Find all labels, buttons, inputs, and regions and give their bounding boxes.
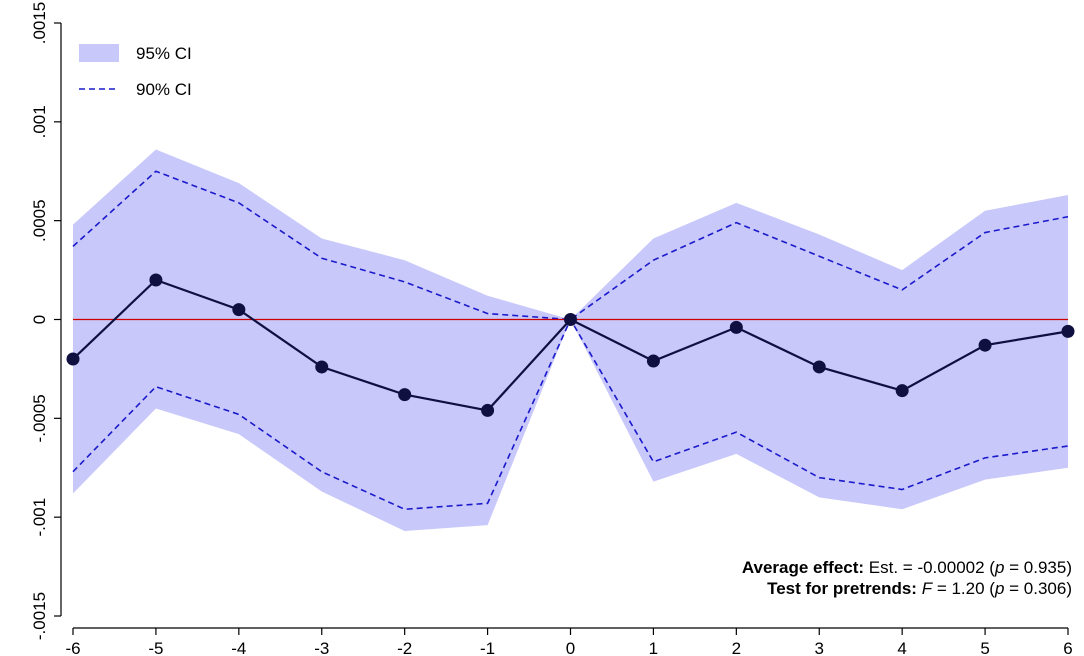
y-tick-label: -.0005 xyxy=(30,394,49,442)
pretrend-f-symbol: F xyxy=(922,579,934,598)
y-tick-label: -.001 xyxy=(30,498,49,537)
average-effect-annotation: Average effect: Est. = -0.00002 (p = 0.9… xyxy=(742,558,1072,577)
estimate-point xyxy=(978,338,992,352)
legend: 95% CI 90% CI xyxy=(79,44,192,99)
y-tick-label: 0 xyxy=(30,315,49,324)
average-effect-est: Est. = -0.00002 ( xyxy=(864,558,995,577)
estimate-point xyxy=(66,352,80,366)
pretrend-p-symbol: p xyxy=(994,579,1004,598)
legend-swatch-ci95 xyxy=(79,44,119,62)
x-tick-label: -4 xyxy=(231,639,246,656)
legend-label-ci90: 90% CI xyxy=(136,80,192,99)
average-effect-label: Average effect: xyxy=(742,558,864,577)
x-tick-label: -1 xyxy=(480,639,495,656)
x-tick-label: 2 xyxy=(732,639,741,656)
average-effect-p-value: = 0.935) xyxy=(1004,558,1072,577)
y-tick-label: .0015 xyxy=(30,2,49,45)
estimate-point xyxy=(729,320,743,334)
y-tick-label: .0005 xyxy=(30,199,49,242)
pretrend-f-value: = 1.20 ( xyxy=(932,579,995,598)
x-tick-label: 0 xyxy=(566,639,575,656)
x-tick-label: -3 xyxy=(314,639,329,656)
ci90-upper-line xyxy=(72,170,1069,321)
estimate-point xyxy=(812,360,826,374)
estimate-point xyxy=(564,313,577,326)
x-tick-label: 1 xyxy=(649,639,658,656)
pretrend-test-annotation: Test for pretrends: F = 1.20 (p = 0.306) xyxy=(767,579,1072,598)
x-tick-label: -2 xyxy=(397,639,412,656)
pretrend-p-value: = 0.306) xyxy=(1004,579,1072,598)
ci95-band xyxy=(73,149,1068,532)
x-tick-label: 5 xyxy=(980,639,989,656)
average-effect-p-symbol: p xyxy=(994,558,1004,577)
estimate-point xyxy=(481,403,495,417)
y-tick-label: .001 xyxy=(30,105,49,138)
x-tick-label: -6 xyxy=(65,639,80,656)
legend-label-ci95: 95% CI xyxy=(136,44,192,63)
x-tick-label: 4 xyxy=(897,639,906,656)
pretrend-test-label: Test for pretrends: xyxy=(767,579,917,598)
x-tick-label: 3 xyxy=(815,639,824,656)
estimate-point xyxy=(149,273,163,287)
estimate-point xyxy=(1061,324,1075,338)
estimate-point xyxy=(646,354,660,368)
estimate-point xyxy=(895,384,909,398)
estimate-point xyxy=(315,360,329,374)
estimate-point xyxy=(398,388,412,402)
x-tick-label: 6 xyxy=(1063,639,1072,656)
x-tick-label: -5 xyxy=(148,639,163,656)
estimate-point xyxy=(232,303,246,317)
y-tick-label: -.0015 xyxy=(30,592,49,640)
